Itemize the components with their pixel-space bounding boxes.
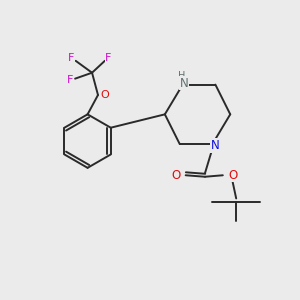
Text: H: H	[178, 71, 185, 81]
Text: F: F	[105, 53, 112, 63]
Text: F: F	[67, 75, 73, 85]
Text: N: N	[180, 76, 189, 90]
Text: F: F	[68, 53, 74, 63]
Text: O: O	[228, 169, 237, 182]
Text: O: O	[171, 169, 181, 182]
Text: N: N	[211, 139, 220, 152]
Text: O: O	[100, 90, 109, 100]
